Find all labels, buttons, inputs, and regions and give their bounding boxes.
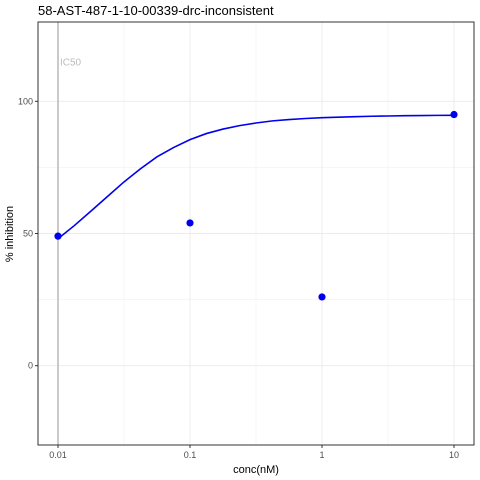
x-tick-label: 0.1 bbox=[184, 450, 197, 460]
y-axis-ticks: 0 50 100 bbox=[18, 96, 38, 371]
x-tick-label: 1 bbox=[319, 450, 324, 460]
x-tick-label: 10 bbox=[449, 450, 459, 460]
y-tick-label: 100 bbox=[18, 96, 33, 106]
points-layer bbox=[54, 110, 458, 301]
fit-curve-layer bbox=[57, 114, 455, 240]
chart-title: 58-AST-487-1-10-00339-drc-inconsistent bbox=[38, 3, 274, 18]
y-axis-label: % inhibition bbox=[4, 206, 16, 262]
x-axis-ticks: 0.01 0.1 1 10 bbox=[49, 445, 459, 460]
y-tick-label: 50 bbox=[23, 229, 33, 239]
fit-curve bbox=[57, 114, 455, 240]
data-point bbox=[186, 219, 194, 227]
x-axis-label: conc(nM) bbox=[233, 464, 279, 476]
data-point bbox=[450, 110, 458, 119]
ic50-label: IC50 bbox=[60, 57, 82, 68]
x-tick-label: 0.01 bbox=[49, 450, 67, 460]
data-point bbox=[318, 293, 326, 301]
data-point bbox=[54, 232, 62, 240]
y-tick-label: 0 bbox=[28, 361, 33, 371]
grid bbox=[38, 22, 474, 445]
